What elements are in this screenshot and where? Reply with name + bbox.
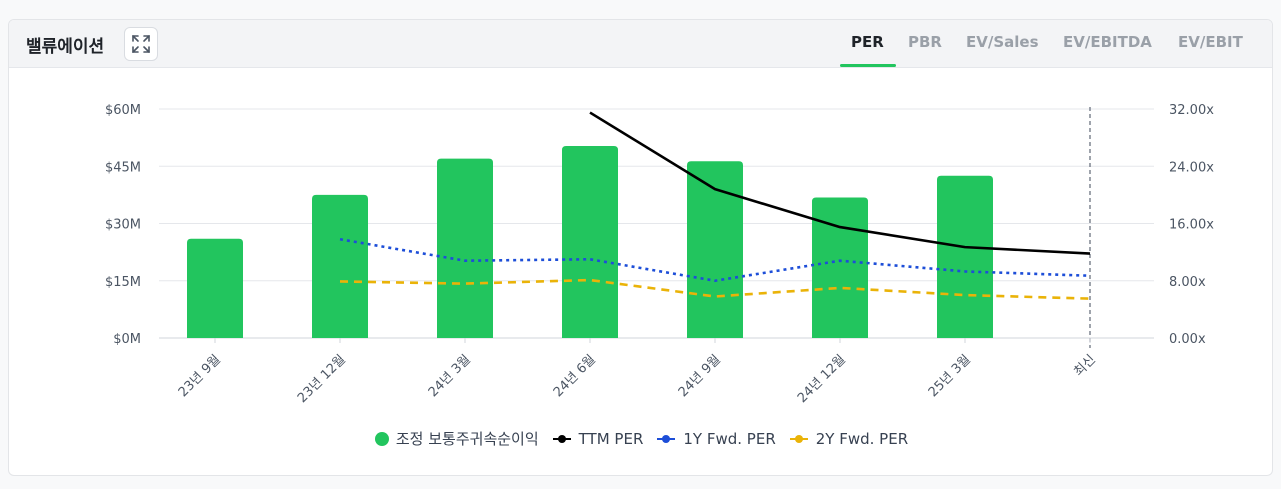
legend-item[interactable]: 조정 보통주귀속순이익 bbox=[374, 428, 539, 449]
x-tick-label: 25년 3월 bbox=[926, 352, 974, 400]
legend-item[interactable]: 1Y Fwd. PER bbox=[657, 429, 776, 448]
legend-label: 2Y Fwd. PER bbox=[815, 429, 909, 448]
valuation-chart: $0M 0.00x $15M 8.00x $30M 16.00x $45M 24.00x $60… bbox=[105, 103, 1214, 406]
legend-label: 조정 보통주귀속순이익 bbox=[395, 430, 539, 448]
valuation-card: 밸류에이션 PER PBR EV/Sales EV/EBITDA EV/EBIT… bbox=[8, 19, 1273, 476]
tab-ev-sales[interactable]: EV/Sales bbox=[966, 33, 1039, 51]
legend-dot-icon bbox=[374, 431, 389, 446]
tab-per[interactable]: PER bbox=[851, 33, 884, 51]
x-tick-label: 23년 12월 bbox=[295, 352, 349, 406]
legend-label: 1Y Fwd. PER bbox=[683, 429, 776, 448]
y-left-tick-label: $15M bbox=[105, 275, 141, 290]
y-right-tick-label: 32.00x bbox=[1169, 103, 1214, 118]
y-left-tick-label: $30M bbox=[105, 218, 141, 233]
y-left-tick-label: $0M bbox=[113, 332, 141, 347]
legend-item[interactable]: 2Y Fwd. PER bbox=[789, 429, 909, 448]
bar bbox=[937, 175, 993, 338]
bar bbox=[187, 238, 243, 338]
card-title: 밸류에이션 bbox=[26, 37, 105, 57]
legend-line-icon bbox=[789, 434, 808, 443]
bar bbox=[312, 194, 368, 338]
x-tick-label: 최신 bbox=[1071, 352, 1099, 380]
x-tick-label: 23년 9월 bbox=[176, 352, 224, 400]
x-tick-label: 24년 3월 bbox=[426, 352, 474, 400]
bar bbox=[812, 197, 868, 338]
tab-pbr[interactable]: PBR bbox=[908, 33, 942, 51]
card-header: 밸류에이션 PER PBR EV/Sales EV/EBITDA EV/EBIT bbox=[9, 20, 1272, 68]
bar bbox=[687, 161, 743, 338]
x-tick-label: 24년 6월 bbox=[551, 352, 599, 400]
bar bbox=[562, 146, 618, 338]
x-tick-label: 24년 12월 bbox=[795, 352, 849, 406]
legend-item[interactable]: TTM PER bbox=[552, 429, 644, 448]
legend-label: TTM PER bbox=[578, 429, 644, 448]
legend-line-icon bbox=[657, 434, 676, 443]
y-right-tick-label: 16.00x bbox=[1169, 218, 1214, 233]
ttm-per-line bbox=[589, 111, 1091, 255]
tab-ev-ebit[interactable]: EV/EBIT bbox=[1178, 33, 1243, 51]
bar bbox=[437, 158, 493, 338]
expand-button[interactable] bbox=[124, 27, 158, 61]
y-left-tick-label: $60M bbox=[105, 103, 141, 118]
legend-line-icon bbox=[552, 434, 571, 443]
y-left-tick-label: $45M bbox=[105, 160, 141, 175]
expand-icon bbox=[132, 35, 150, 53]
y-right-tick-label: 24.00x bbox=[1169, 160, 1214, 175]
chart-legend: 조정 보통주귀속순이익 TTM PER 1Y Fwd. PER 2Y Fwd. PER bbox=[9, 428, 1272, 449]
1y-fwd-per-line bbox=[339, 237, 1091, 283]
x-tick-label: 24년 9월 bbox=[676, 352, 724, 400]
active-tab-indicator bbox=[840, 64, 896, 67]
y-right-tick-label: 0.00x bbox=[1169, 332, 1206, 347]
tab-ev-ebitda[interactable]: EV/EBITDA bbox=[1063, 33, 1152, 51]
y-right-tick-label: 8.00x bbox=[1169, 275, 1206, 290]
